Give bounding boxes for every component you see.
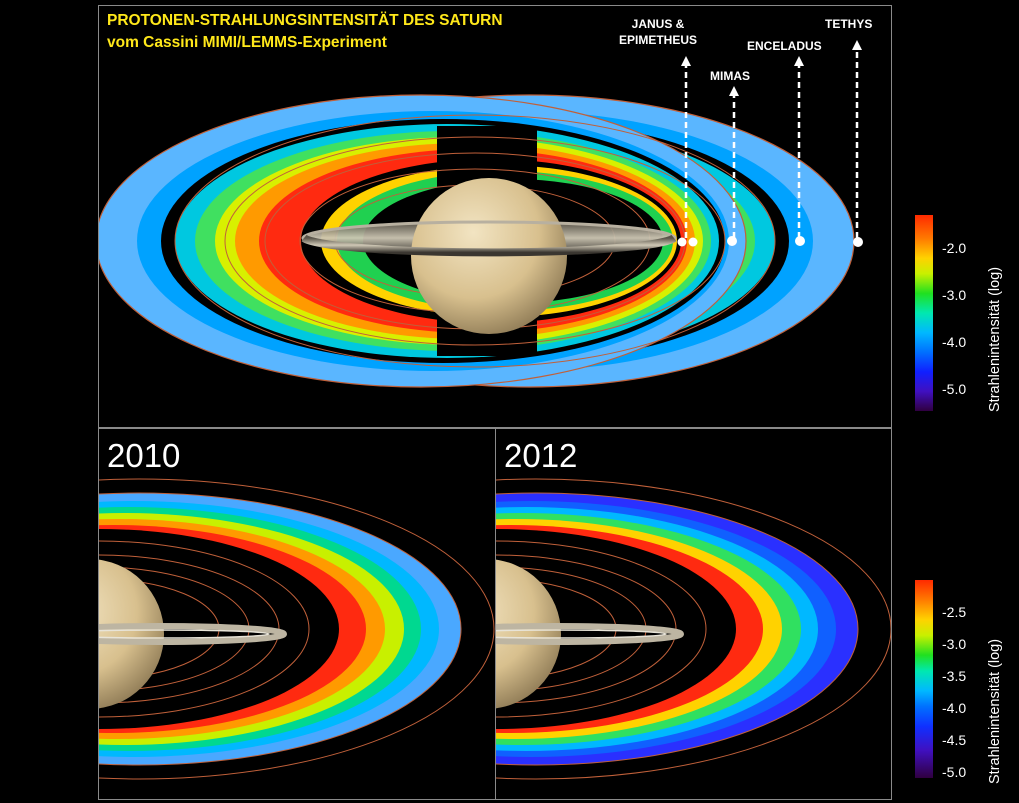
- colorbar-bottom: [915, 580, 933, 778]
- colorbar-bottom-tick: -5.0: [942, 764, 967, 780]
- colorbar-top-label: Strahlenintensität (log): [987, 266, 1003, 412]
- colorbar-bottom-tick: -3.5: [942, 668, 967, 684]
- colorbar-top-tick: -3.0: [942, 287, 967, 303]
- moon-label-mimas: MIMAS: [710, 69, 750, 83]
- colorbar-bottom-tick: -2.5: [942, 604, 967, 620]
- moon-label-enceladus: ENCELADUS: [747, 39, 822, 53]
- moon-label-tethys: TETHYS: [825, 17, 873, 31]
- year-label-2012: 2012: [504, 437, 578, 474]
- colorbar-top-tick: -4.0: [942, 334, 967, 350]
- saturn-planet: [301, 178, 677, 334]
- figure-subtitle: vom Cassini MIMI/LEMMS-Experiment: [107, 34, 387, 51]
- colorbar-bottom-tick: -3.0: [942, 636, 967, 652]
- left-belt: [99, 94, 747, 388]
- colorbar-top-tick: -5.0: [942, 381, 967, 397]
- year-label-2010: 2010: [107, 437, 181, 474]
- colorbar-bottom-label: Strahlenintensität (log): [987, 638, 1003, 784]
- panel-2010: 2010: [98, 428, 496, 800]
- moon-label-janus-epimetheus: JANUS & EPIMETHEUS: [619, 17, 698, 47]
- colorbar-bottom-tick: -4.0: [942, 700, 967, 716]
- colorbar-top-tick: -2.0: [942, 240, 967, 256]
- top-panel: PROTONEN-STRAHLUNGSINTENSITÄT DES SATURN…: [98, 5, 892, 428]
- colorbar-top: [915, 215, 933, 411]
- radiation-belt-figure-top: [99, 40, 863, 388]
- colorbar-bottom-tick: -4.5: [942, 732, 967, 748]
- moon-markers: [684, 48, 859, 238]
- radiation-belt-figure-2010: [99, 478, 495, 780]
- panel-2012: 2012: [495, 428, 892, 800]
- radiation-belt-figure-2012: [496, 478, 891, 780]
- figure-title: PROTONEN-STRAHLUNGSINTENSITÄT DES SATURN: [107, 12, 503, 29]
- moon-arrowheads: [677, 40, 863, 247]
